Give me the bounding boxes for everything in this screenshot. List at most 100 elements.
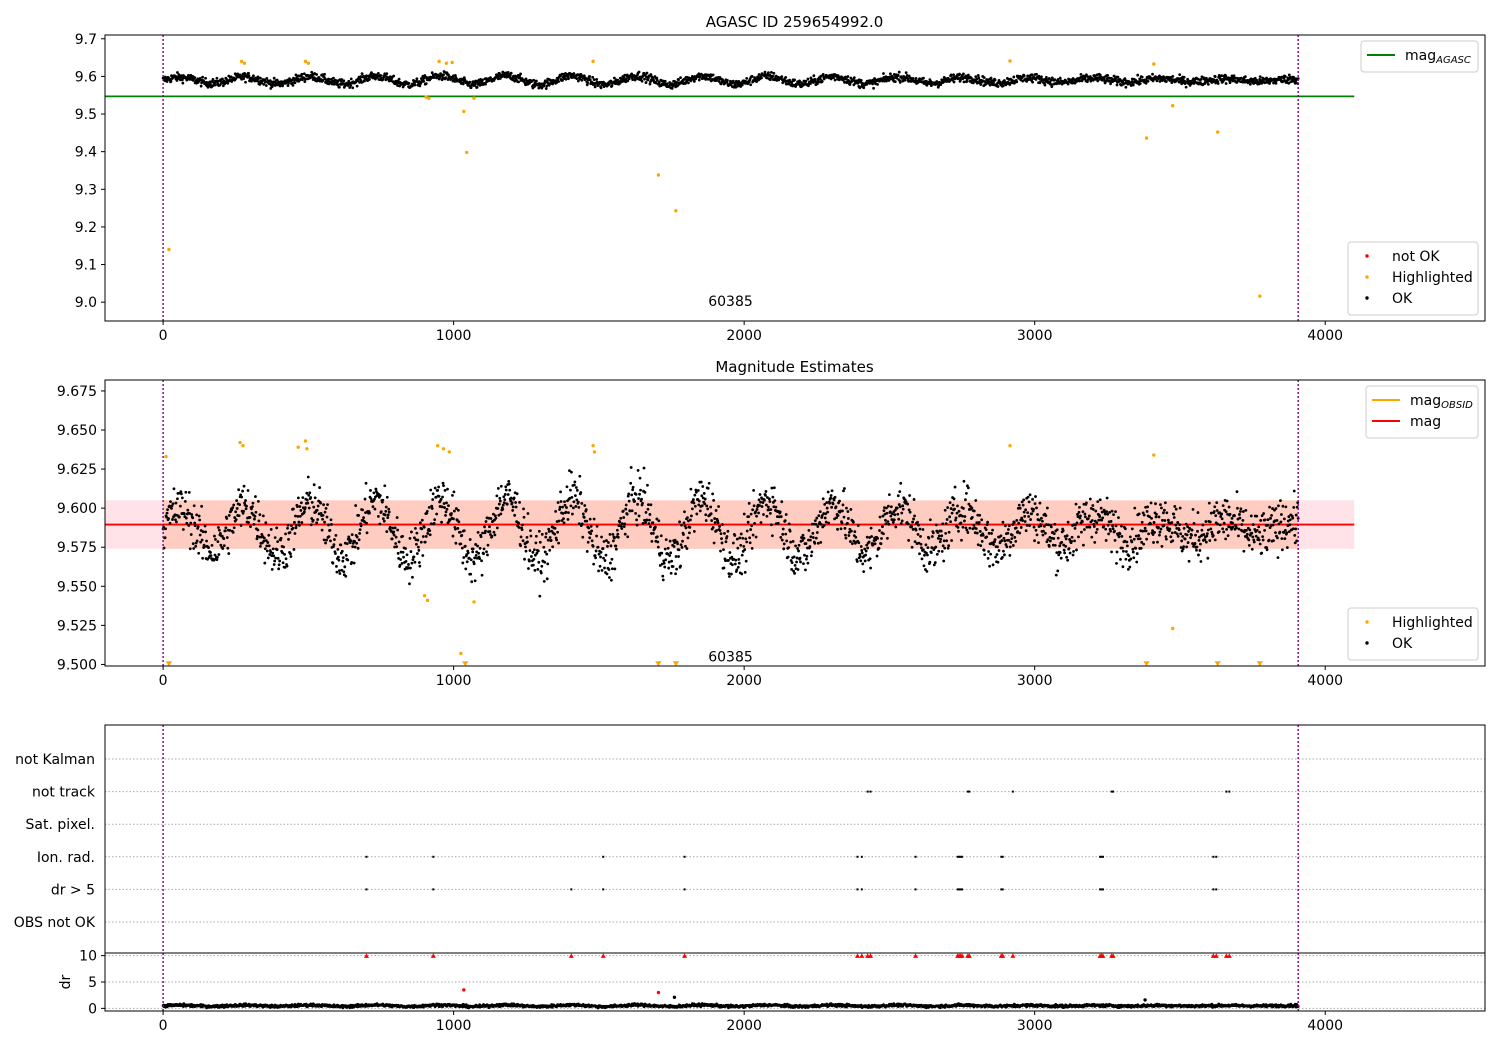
data-point <box>1011 523 1015 526</box>
data-point <box>538 594 542 598</box>
data-point <box>420 527 424 531</box>
data-point <box>815 531 819 534</box>
data-point <box>267 533 271 537</box>
data-point <box>894 525 898 529</box>
data-point <box>475 85 479 89</box>
data-point <box>799 560 802 564</box>
flag-mark <box>1100 855 1103 858</box>
data-point <box>524 545 527 549</box>
data-point <box>849 76 853 80</box>
data-point <box>1130 540 1134 544</box>
data-point <box>303 80 307 83</box>
data-point <box>218 531 222 535</box>
data-point <box>779 515 783 518</box>
axes-frame <box>104 34 1486 322</box>
data-point <box>587 526 591 530</box>
data-point <box>714 509 718 512</box>
data-point <box>1266 524 1269 527</box>
data-point <box>1024 529 1028 533</box>
data-point <box>1165 511 1169 515</box>
data-point <box>914 77 918 80</box>
data-point <box>668 539 672 543</box>
data-point <box>891 520 895 524</box>
data-point <box>564 510 568 514</box>
data-point <box>947 530 951 534</box>
data-point <box>297 520 301 524</box>
data-point <box>335 570 339 574</box>
data-point <box>970 515 974 519</box>
data-point <box>867 540 871 544</box>
data-point <box>532 563 535 567</box>
data-point <box>806 546 809 550</box>
data-point <box>989 76 993 80</box>
data-point <box>340 549 344 553</box>
data-point <box>921 528 925 531</box>
data-point <box>1104 539 1108 542</box>
data-point <box>474 554 478 557</box>
data-point <box>236 72 240 76</box>
data-point <box>635 523 639 527</box>
data-point <box>286 523 290 527</box>
data-point <box>441 481 445 485</box>
data-point <box>911 520 914 524</box>
data-point <box>436 488 440 492</box>
data-point <box>386 516 390 519</box>
data-point <box>263 78 267 82</box>
data-point <box>661 574 665 578</box>
data-point <box>1105 510 1109 514</box>
data-point <box>807 529 811 532</box>
data-point <box>1081 510 1085 514</box>
data-point <box>1155 513 1158 516</box>
data-point <box>592 562 596 566</box>
data-point <box>1234 76 1237 80</box>
data-point <box>832 76 835 80</box>
data-point <box>1096 79 1100 83</box>
data-point <box>730 563 734 567</box>
data-point <box>192 504 196 508</box>
data-point <box>621 509 625 513</box>
data-point <box>364 481 368 485</box>
data-point <box>949 520 953 523</box>
data-point <box>610 557 614 561</box>
data-point <box>315 521 319 525</box>
data-point <box>384 509 388 513</box>
data-point <box>689 487 693 491</box>
data-point <box>512 496 516 500</box>
data-point <box>316 504 320 508</box>
data-point <box>238 73 242 77</box>
data-point <box>751 508 755 512</box>
data-point <box>1063 551 1067 555</box>
data-point <box>818 510 822 513</box>
data-point <box>1170 531 1174 535</box>
data-point <box>1150 516 1153 520</box>
data-point <box>177 73 181 77</box>
data-point <box>323 72 326 76</box>
data-point <box>631 485 635 489</box>
data-point <box>546 562 550 566</box>
data-point <box>359 524 363 528</box>
data-point <box>928 560 932 564</box>
data-point <box>772 71 776 75</box>
data-point <box>1029 76 1032 80</box>
data-point <box>451 534 455 538</box>
data-point <box>719 549 722 553</box>
data-point <box>1091 504 1095 507</box>
data-point <box>847 530 851 534</box>
data-point <box>207 546 210 549</box>
data-point <box>975 77 979 81</box>
data-point <box>572 500 576 504</box>
data-point <box>953 507 956 511</box>
data-point <box>760 76 763 80</box>
data-point <box>556 530 559 534</box>
data-point <box>731 541 735 545</box>
y-tick-label: 9.625 <box>57 462 97 478</box>
data-point <box>760 505 764 508</box>
data-point <box>1126 567 1130 571</box>
data-point <box>706 486 710 490</box>
data-point <box>547 530 551 533</box>
data-point <box>1161 518 1164 522</box>
data-point <box>1206 528 1210 532</box>
series-triangles-4 <box>165 661 1264 667</box>
data-point <box>1237 534 1240 538</box>
